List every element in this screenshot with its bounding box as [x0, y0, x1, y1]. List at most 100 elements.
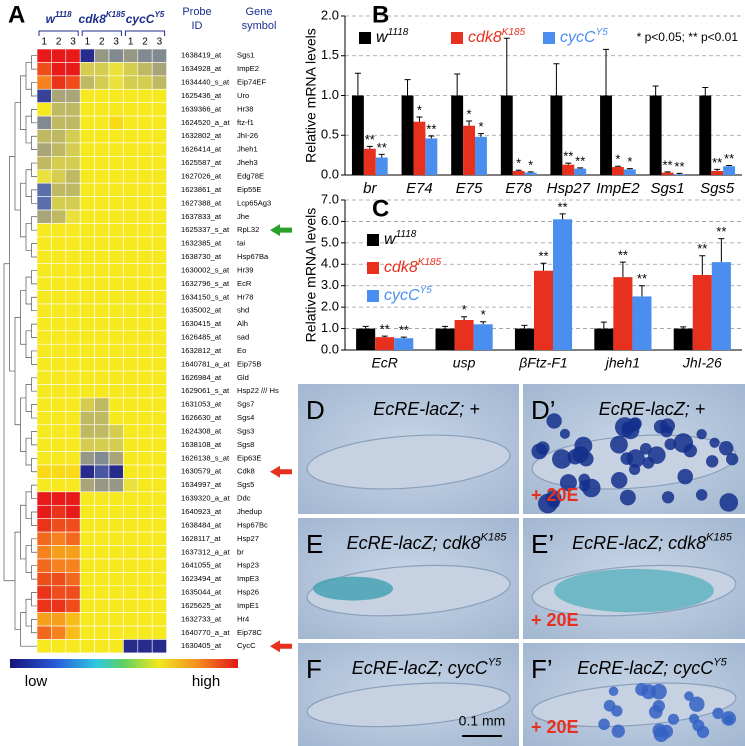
heatmap-cell [137, 330, 153, 345]
heatmap-cell [36, 612, 52, 627]
heatmap-cell [94, 639, 110, 654]
stained-nucleus [667, 713, 680, 725]
legend-swatch [451, 32, 463, 44]
legend-label-base: w [384, 231, 397, 248]
panel-letter: C [372, 195, 389, 222]
heatmap-cell [51, 303, 67, 318]
bar [413, 121, 426, 175]
x-tick-label: Sgs1 [650, 180, 684, 197]
heatmap-cell [36, 156, 52, 171]
heatmap-cell [51, 156, 67, 171]
treatment: + 20E [531, 717, 579, 737]
significance: * [462, 302, 467, 317]
probe-id: 1628117_at [181, 534, 221, 543]
heatmap-cell [79, 545, 95, 560]
heatmap-cell [36, 370, 52, 385]
bar [673, 174, 686, 175]
genotype-base: EcRE-lacZ; cycC [352, 658, 489, 678]
panel-letter: A [8, 1, 25, 28]
heatmap-cell [108, 250, 124, 265]
significance: ** [618, 248, 628, 263]
legend-label: cycCY5 [384, 285, 432, 305]
heatmap-cell [51, 48, 67, 63]
heatmap-cell [65, 48, 81, 63]
heatmap-cell [36, 491, 52, 506]
heatmap-cell [94, 276, 110, 291]
bar [673, 328, 693, 350]
probe-id: 1632733_at [181, 614, 222, 623]
heatmap-cell [36, 330, 52, 345]
probe-id: 1640923_at [181, 507, 222, 516]
bar [613, 277, 633, 350]
heatmap-cell [137, 437, 153, 452]
heatmap-cell [79, 478, 95, 493]
heatmap-cell [123, 317, 139, 332]
bar [375, 337, 395, 350]
stained-nucleus [692, 719, 705, 732]
dendrogram [31, 189, 37, 204]
heatmap-cell [123, 504, 139, 519]
error-bar [461, 316, 468, 320]
gene-symbol: shd [237, 306, 249, 315]
heatmap-cell [65, 236, 81, 251]
heatmap-cell [123, 572, 139, 587]
heatmap-cell [94, 115, 110, 130]
stained-nucleus [664, 438, 677, 451]
heatmap-cell [123, 196, 139, 211]
legend-swatch [367, 262, 379, 274]
heatmap-cell [94, 357, 110, 372]
significance: ** [538, 249, 548, 264]
gene-header: Gene [246, 6, 273, 18]
y-tick-label: 1.0 [321, 87, 339, 102]
stained-nucleus [673, 433, 694, 453]
probe-id: 1625587_at [181, 158, 222, 167]
gene-symbol: sad [237, 333, 249, 342]
error-bar [416, 116, 423, 122]
heatmap-cell [151, 196, 167, 211]
heatmap-cell [151, 545, 167, 560]
heatmap-cell [65, 464, 81, 479]
significance: ** [716, 224, 726, 239]
gene-symbol: Jhe [237, 212, 249, 221]
gene-symbol: Sgs8 [237, 440, 254, 449]
heatmap-cell [108, 209, 124, 224]
heatmap-cell [137, 156, 153, 171]
heatmap-cell [79, 504, 95, 519]
heatmap-cell [108, 357, 124, 372]
heatmap-cell [79, 169, 95, 184]
arrow [270, 640, 292, 653]
stained-nucleus [531, 443, 548, 460]
heatmap-cell [79, 62, 95, 77]
legend-label-base: cdk8 [468, 29, 502, 46]
column-label: 2 [142, 37, 148, 48]
heatmap-cell [94, 263, 110, 278]
legend-label: w1118 [384, 229, 417, 249]
x-tick-label: jheh1 [604, 355, 640, 371]
gene-symbol: Hsp26 [237, 588, 259, 597]
heatmap-cell [36, 102, 52, 117]
tissue [531, 564, 737, 617]
dendrogram [31, 619, 37, 634]
x-tick-label: E75 [456, 180, 483, 197]
heatmap-cell [51, 612, 67, 627]
heatmap-cell [123, 169, 139, 184]
stained-nucleus [620, 452, 634, 465]
heatmap-cell [94, 478, 110, 493]
stained-nucleus [598, 718, 610, 731]
legend-label: cdk8K185 [384, 257, 442, 277]
bar [632, 296, 652, 350]
error-bar [565, 162, 572, 165]
heatmap-cell [123, 129, 139, 144]
heatmap-cell [65, 263, 81, 278]
heatmap-cell [36, 639, 52, 654]
heatmap-cell [65, 411, 81, 426]
heatmap-cell [151, 182, 167, 197]
y-tick-label: 1.0 [321, 320, 339, 335]
probe-id: 1625337_s_at [181, 225, 230, 234]
heatmap-cell [123, 612, 139, 627]
heatmap-cell [108, 48, 124, 63]
significance: ** [557, 199, 567, 214]
heatmap-cell [123, 370, 139, 385]
genotype: EcRE-lacZ; cdk8K185 [572, 531, 733, 552]
heatmap-cell [94, 250, 110, 265]
